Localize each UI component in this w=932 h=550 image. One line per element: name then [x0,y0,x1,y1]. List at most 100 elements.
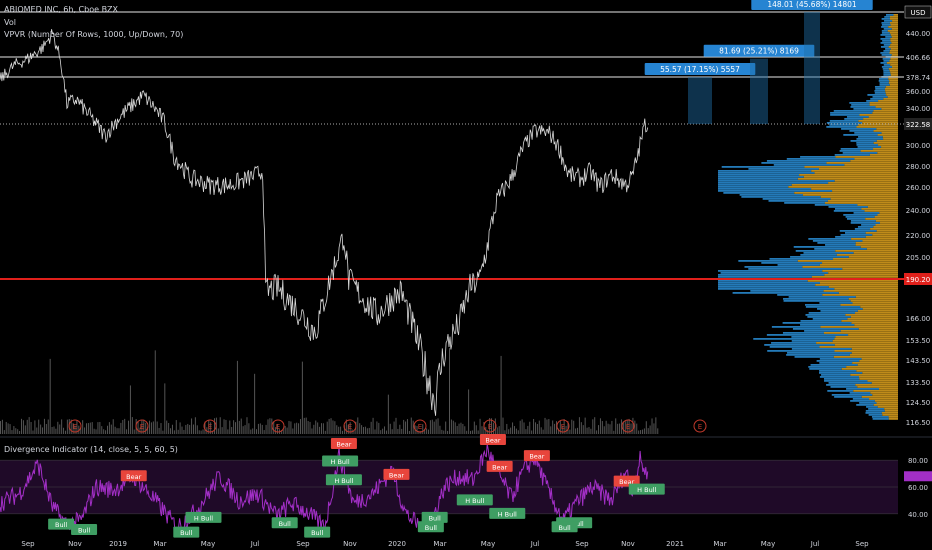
vp-bar-down [855,242,898,244]
volume-bar [43,418,45,434]
vp-bar-down [882,414,898,416]
volume-bar [424,428,426,434]
time-axis-label: Jul [530,540,540,548]
price-axis-badge [904,118,932,130]
volume-bar [192,424,194,434]
vp-bar-up [829,120,859,122]
volume-bar [250,429,252,434]
vp-bar-down [816,342,898,344]
bear-label: Bear [619,478,634,486]
vp-bar-down [828,182,898,184]
price-axis-label: 124.50 [906,399,931,407]
vp-bar-up [783,300,851,302]
vp-bar-up [850,400,875,402]
vp-bar-up [720,272,829,274]
volume-bars [0,348,659,434]
volume-bar [263,430,265,434]
vp-bar-down [873,226,898,228]
vp-bar-up [773,164,845,166]
vp-bar-down [852,362,898,364]
measure-badge [644,63,756,75]
volume-bar [510,427,512,434]
volume-bar [273,421,275,434]
volume-bar [449,348,450,434]
vp-bar-up [883,74,891,76]
volume-bar [447,430,449,434]
volume-bar [290,421,292,434]
volume-bar [213,418,215,434]
vp-bar-up [883,28,892,30]
vp-bar-up [874,92,886,94]
volume-bar [405,421,407,434]
volume-bar [471,430,473,434]
vp-bar-up [771,326,821,328]
volume-bar [156,421,158,434]
volume-bar [536,423,538,434]
measure-range [804,12,820,124]
volume-bar [477,430,479,434]
volume-bar [523,422,525,434]
vp-bar-up [881,22,890,24]
volume-bar [519,420,521,434]
vp-bar-up [761,262,823,264]
vp-bar-down [884,410,898,412]
volume-bar [38,419,40,434]
vp-bar-up [852,398,870,400]
volume-bar [599,418,601,434]
volume-bar [17,429,19,434]
bear-badge [479,434,506,445]
volume-bar [7,423,9,434]
vp-bar-down [794,192,898,194]
vp-bar-down [878,144,898,146]
volume-bar [95,429,97,434]
vp-bar-up [841,128,877,130]
vp-bar-down [851,322,898,324]
vp-bar-up [718,172,815,174]
earnings-marker-letter: E [140,423,144,431]
volume-bar [191,418,193,434]
vp-bar-down [888,78,898,80]
vp-bar-up [885,14,894,16]
volume-bar [261,424,263,434]
vp-bar-up [784,202,825,204]
volume-bar [116,428,118,434]
vp-bar-down [791,184,898,186]
vp-bar-down [861,358,898,360]
volume-bar [185,424,187,434]
bull-badge [325,474,362,486]
earnings-marker [271,419,285,433]
vp-bar-down [889,16,898,18]
vp-bar-down [855,384,898,386]
vp-bar-up [853,108,882,110]
vp-bar-up [787,352,852,354]
vp-bar-down [877,214,898,216]
time-axis-label: 2019 [109,540,127,548]
vp-bar-down [890,44,898,46]
vp-bar-up [803,252,854,254]
volume-bar [632,417,634,434]
volume-bar [582,425,584,434]
volume-bar [91,422,93,434]
volume-bar [55,428,57,434]
vp-bar-down [880,222,898,224]
price-axis-label: 322.58 [906,121,931,129]
vp-bar-up [881,30,888,32]
vp-bar-down [820,196,898,198]
vp-bar-down [881,108,898,110]
vp-bar-down [876,128,898,130]
vp-bar-down [802,194,898,196]
volume-bar [5,421,7,434]
volume-bar [491,418,493,434]
vp-bar-up [856,144,879,146]
vp-bar-down [856,126,898,128]
volume-bar [154,350,156,434]
volume-bar [265,424,267,434]
volume-bar [3,430,5,434]
volume-bar [573,420,575,434]
volume-bar [445,421,447,434]
vp-bar-up [795,250,836,252]
volume-bar [470,430,472,434]
vp-bar-down [876,230,898,232]
vp-bar-down [890,34,898,36]
